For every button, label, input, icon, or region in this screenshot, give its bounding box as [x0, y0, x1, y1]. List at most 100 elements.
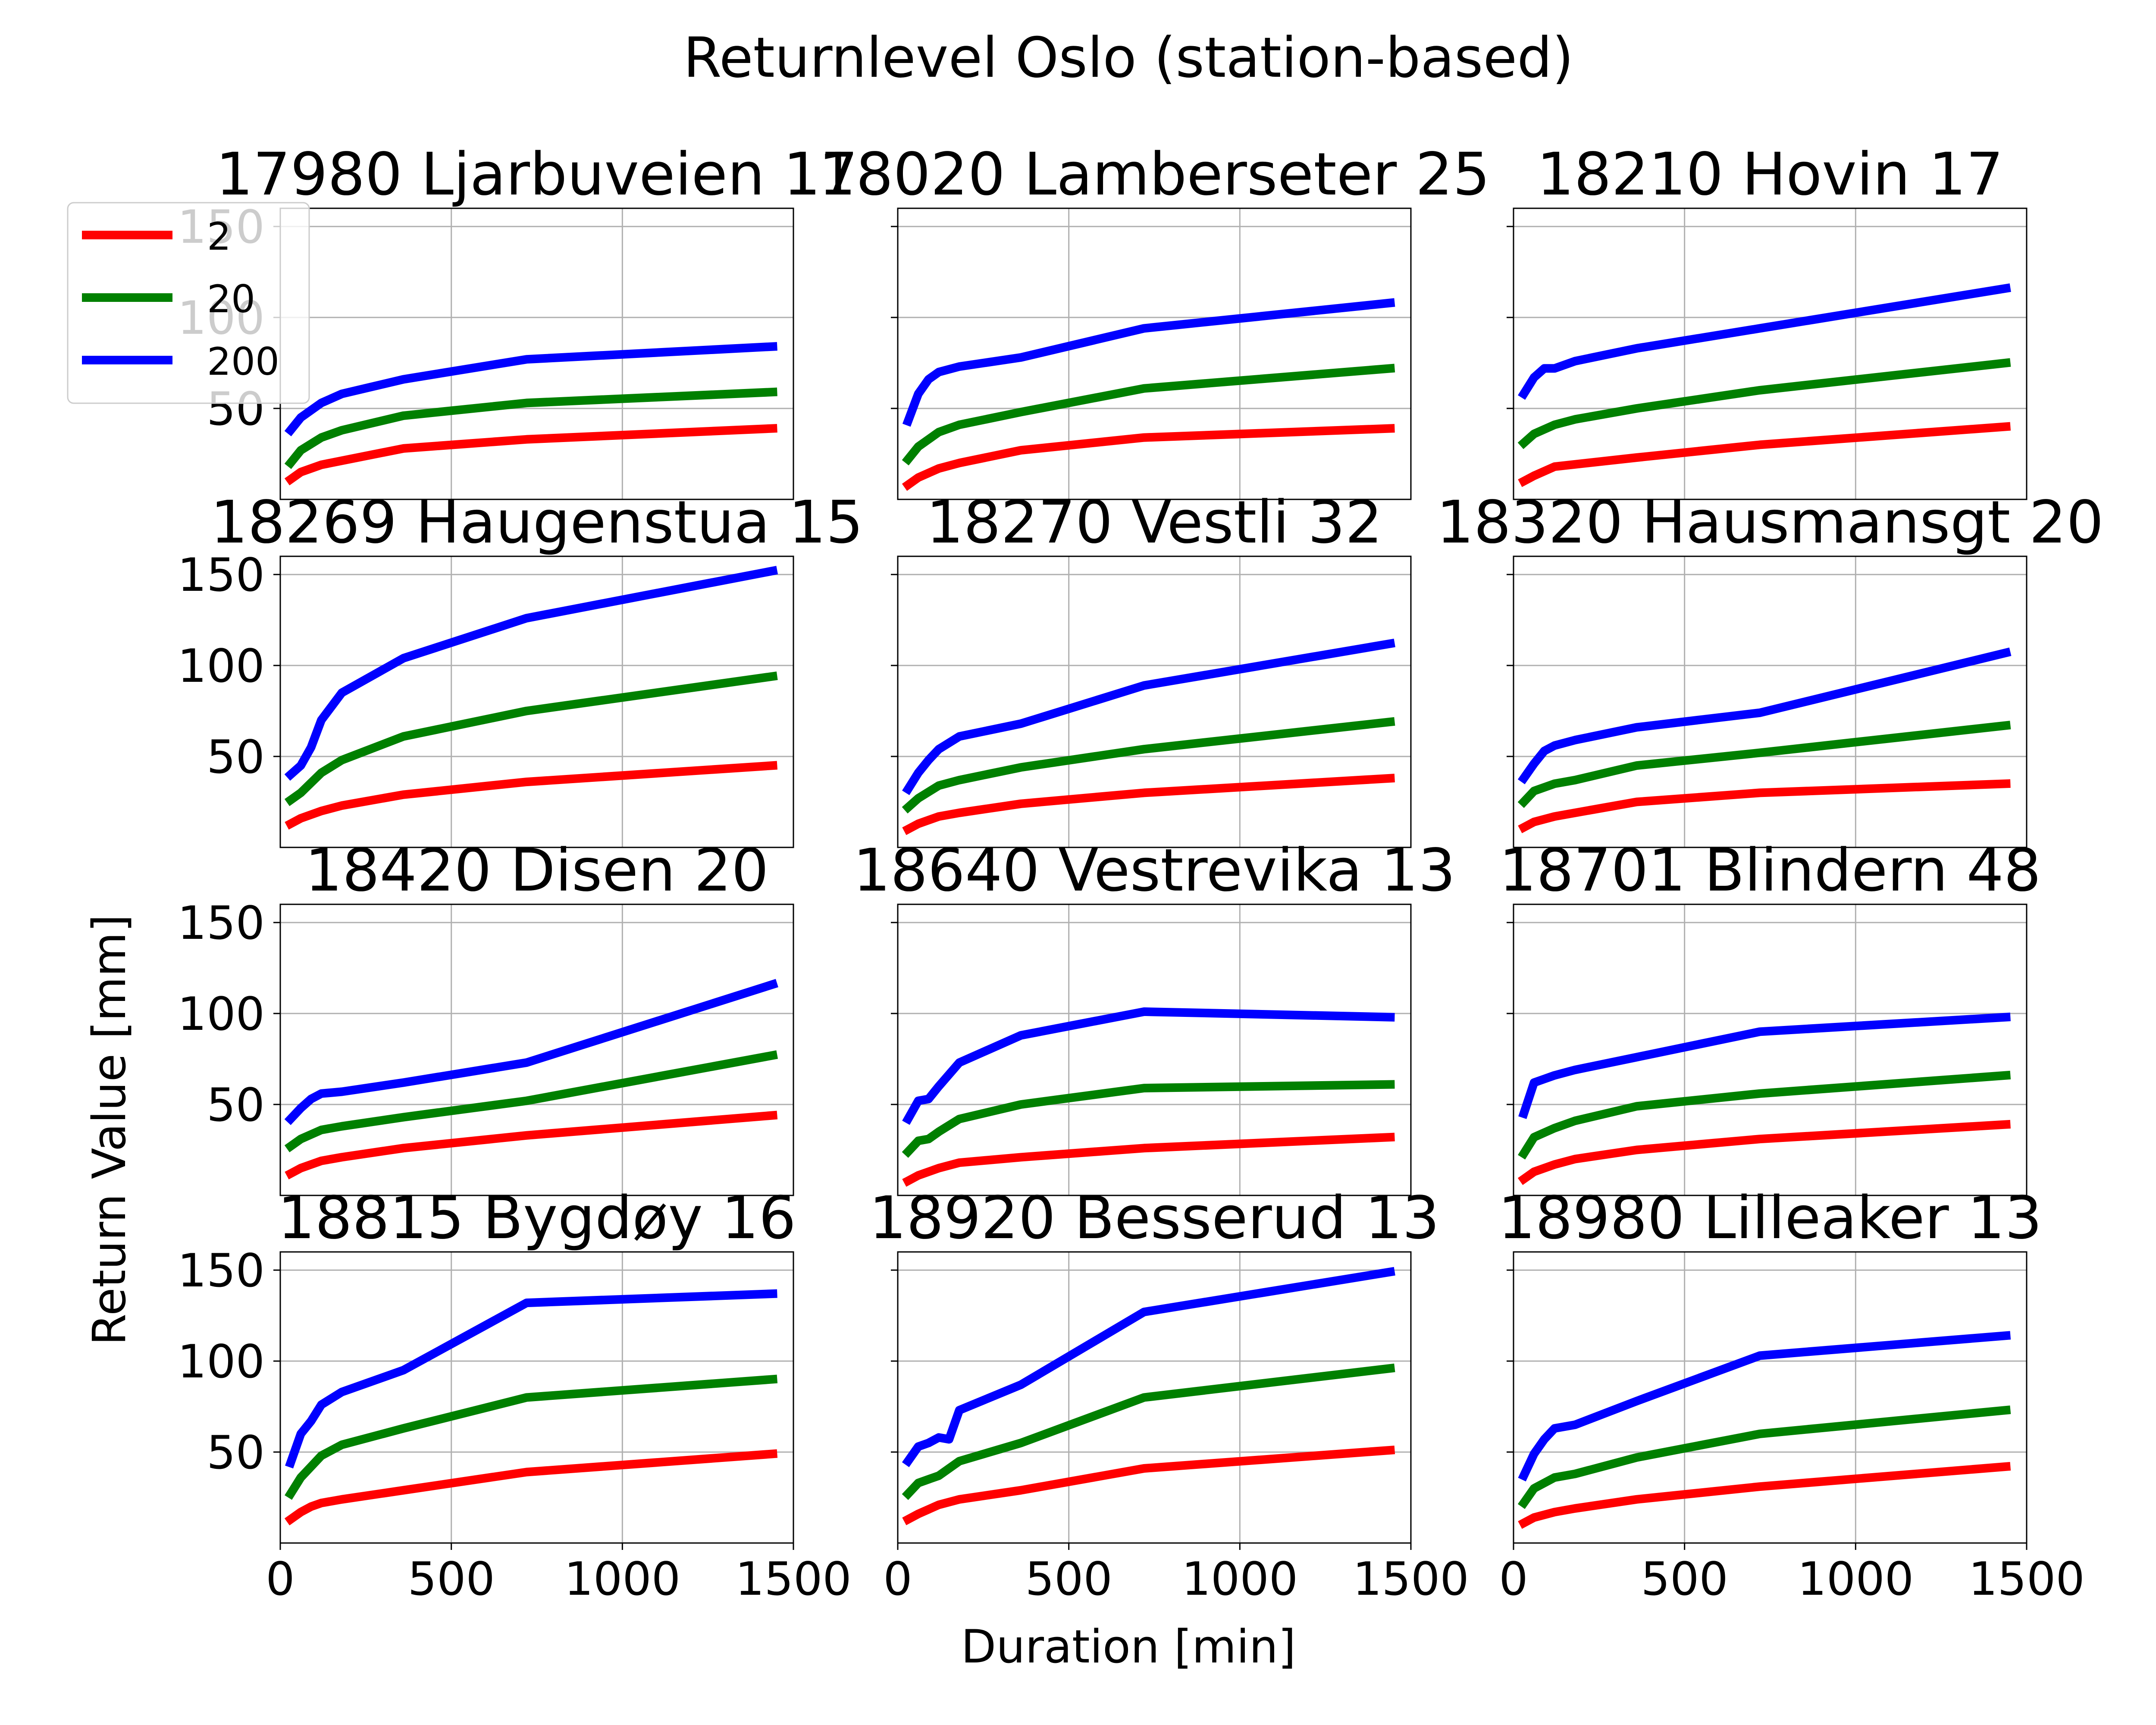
- series-line-2: [285, 1110, 778, 1179]
- plot-area: [897, 1251, 1412, 1544]
- subplot-title: 18815 Bygdøy 16: [278, 1184, 796, 1252]
- series-line-2: [902, 424, 1395, 491]
- series-line-20: [285, 1374, 778, 1500]
- series-line-20: [1518, 1070, 2011, 1160]
- subplot-title: 18920 Besserud 13: [869, 1184, 1440, 1252]
- plot-area: [1513, 1251, 2028, 1544]
- x-tick-label: 500: [1025, 1552, 1112, 1606]
- legend: 2 20 200: [67, 202, 310, 404]
- series-line-2: [902, 774, 1395, 835]
- legend-label-200: 200: [207, 339, 279, 384]
- plot-area: [897, 555, 1412, 848]
- series-line-200: [285, 1289, 777, 1469]
- series-line-200: [284, 566, 778, 781]
- plot-area: [279, 903, 794, 1196]
- x-tick-label: 0: [266, 1552, 295, 1606]
- series-line-20: [1517, 358, 2011, 449]
- x-tick-label: 0: [883, 1552, 912, 1606]
- series-line-200: [1518, 1331, 2011, 1482]
- series-line-200: [1518, 1013, 2011, 1119]
- plot-area: [1513, 207, 2028, 500]
- y-tick-label: 50: [207, 731, 265, 784]
- y-tick-label: 150: [178, 549, 265, 602]
- series-line-20: [902, 364, 1395, 466]
- subplot-title: 18210 Hovin 17: [1537, 141, 2003, 209]
- series-line-200: [902, 638, 1395, 795]
- series-line-2: [1518, 1462, 2011, 1529]
- subplot: 18020 Lamberseter 25: [818, 141, 1490, 500]
- subplot-title: 18020 Lamberseter 25: [818, 141, 1490, 209]
- series-line-200: [1517, 647, 2012, 784]
- series-line-200: [902, 298, 1395, 427]
- subplot-title: 18270 Vestli 32: [926, 489, 1382, 557]
- series-line-2: [1518, 422, 2011, 487]
- x-tick-label: 1500: [1968, 1552, 2085, 1606]
- subplot: 18701 Blindern 48: [1499, 837, 2041, 1196]
- x-tick-label: 1000: [1797, 1552, 1914, 1606]
- series-line-20: [284, 671, 778, 806]
- subplot-title: 17980 Ljarbuveien 17: [216, 141, 858, 209]
- plot-area: [1513, 555, 2028, 848]
- x-tick-label: 1000: [564, 1552, 680, 1606]
- subplot-title: 18980 Lilleaker 13: [1498, 1184, 2042, 1252]
- subplot-title: 18701 Blindern 48: [1499, 837, 2041, 905]
- subplot: 50 100 150 18420 Disen 20: [178, 837, 794, 1196]
- legend-label-20: 20: [207, 277, 255, 321]
- series-line-2: [284, 424, 777, 486]
- y-axis-label: Return Value [mm]: [83, 914, 136, 1345]
- series-line-2: [1518, 779, 2011, 834]
- subplot: 0 500 1000 1500 18920 Besserud 13: [869, 1184, 1469, 1606]
- plot-area: [1513, 903, 2028, 1196]
- subplot-title: 18640 Vestrevika 13: [853, 837, 1455, 905]
- subplot: 0 500 1000 1500 18980 Lilleaker 13: [1498, 1184, 2085, 1606]
- subplot-title: 18320 Hausmansgt 20: [1436, 489, 2103, 557]
- series-line-20: [284, 387, 777, 469]
- x-tick-label: 0: [1499, 1552, 1528, 1606]
- series-line-200: [902, 1007, 1395, 1125]
- x-tick-label: 500: [1641, 1552, 1728, 1606]
- series-line-200: [902, 1267, 1395, 1468]
- subplot: 18270 Vestli 32: [891, 489, 1412, 848]
- series-line-2: [902, 1132, 1395, 1187]
- subplot: 18320 Hausmansgt 20: [1436, 489, 2104, 848]
- x-tick-label: 1500: [1353, 1552, 1469, 1606]
- y-tick-label: 100: [178, 1335, 265, 1388]
- plot-area: [897, 207, 1412, 500]
- y-tick-label: 100: [178, 640, 265, 693]
- series-line-2: [1517, 1120, 2011, 1185]
- x-axis-label: Duration [min]: [961, 1620, 1296, 1673]
- legend-label-2: 2: [207, 214, 231, 259]
- series-line-20: [902, 1363, 1395, 1500]
- series-line-2: [902, 1446, 1395, 1525]
- subplot-title: 18269 Haugenstua 15: [210, 489, 863, 557]
- series-line-20: [1517, 1405, 2011, 1509]
- series-line-2: [285, 761, 778, 830]
- series-line-20: [284, 1050, 778, 1153]
- plot-area: [897, 903, 1412, 1196]
- x-tick-label: 1500: [735, 1552, 852, 1606]
- series-line-20: [1517, 721, 2011, 808]
- legend-box: [67, 202, 310, 404]
- figure-title: Returnlevel Oslo (station-based): [683, 26, 1574, 90]
- plot-area: [279, 555, 794, 848]
- y-tick-label: 50: [207, 1079, 265, 1132]
- series-line-20: [902, 717, 1395, 814]
- subplot: 18210 Hovin 17: [1507, 141, 2028, 500]
- series-line-2: [284, 1449, 778, 1526]
- plot-area: [279, 1251, 794, 1544]
- series-line-200: [284, 342, 777, 436]
- y-tick-label: 150: [178, 1244, 265, 1297]
- subplot: 18640 Vestrevika 13: [853, 837, 1456, 1196]
- x-tick-label: 500: [408, 1552, 495, 1606]
- subplot-title: 18420 Disen 20: [305, 837, 768, 905]
- x-tick-label: 1000: [1181, 1552, 1298, 1606]
- y-tick-label: 150: [178, 897, 265, 950]
- y-tick-label: 50: [207, 1426, 265, 1479]
- y-tick-label: 100: [178, 988, 265, 1041]
- series-line-20: [902, 1080, 1395, 1158]
- series-line-200: [284, 979, 778, 1125]
- series-line-200: [1518, 283, 2011, 400]
